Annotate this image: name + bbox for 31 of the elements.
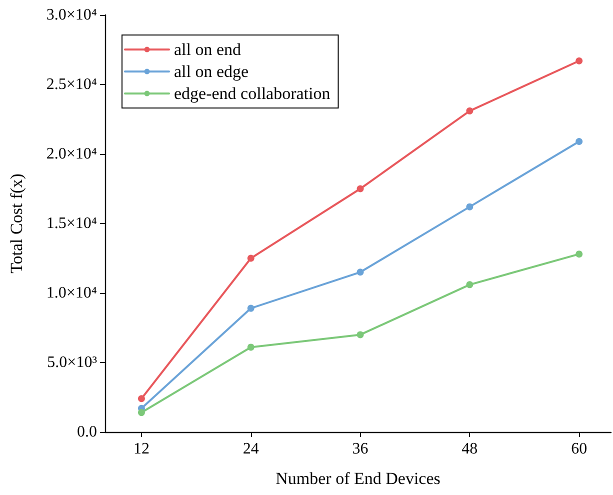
point <box>356 185 364 192</box>
y-tick-label: 2.5×10⁴ <box>46 76 98 93</box>
x-tick-label: 60 <box>571 440 588 458</box>
y-tick-label: 1.0×10⁴ <box>46 284 98 302</box>
point <box>247 254 254 262</box>
point <box>466 107 474 114</box>
legend-label: edge-end collaboration <box>174 84 331 103</box>
point <box>247 344 254 351</box>
legend-label: all on end <box>174 40 242 59</box>
x-tick-label: 36 <box>352 440 368 458</box>
y-tick-label: 2.0×10⁴ <box>46 146 98 162</box>
x-tick-label: 48 <box>462 440 478 458</box>
y-axis-title: Total Cost f(x) <box>7 174 26 274</box>
point <box>576 250 583 258</box>
point <box>466 203 474 210</box>
y-tick-label: 5.0×10³ <box>47 354 98 371</box>
legend-label: all on edge <box>174 62 249 81</box>
y-tick-label: 0.0 <box>77 424 97 440</box>
point <box>576 57 583 64</box>
y-tick-label: 3.0×10⁴ <box>46 6 98 24</box>
point <box>138 395 145 402</box>
x-axis-title: Number of End Devices <box>276 469 440 488</box>
point <box>356 268 364 276</box>
point <box>247 304 254 312</box>
x-tick-label: 24 <box>242 440 259 458</box>
x-tick-label: 12 <box>133 440 150 458</box>
point <box>466 281 474 288</box>
point <box>356 331 364 338</box>
y-tick-label: 1.5×10⁴ <box>46 215 98 232</box>
point <box>138 409 145 416</box>
point <box>576 138 583 145</box>
